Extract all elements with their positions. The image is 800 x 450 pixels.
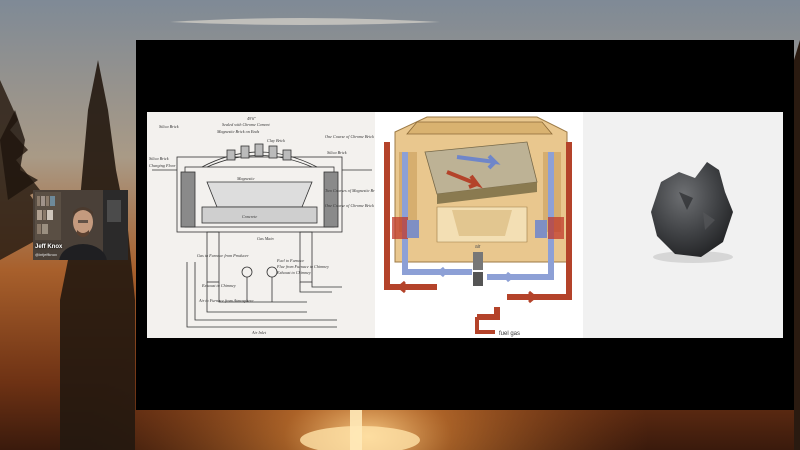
slide-panel: 49'6" Silica Brick Sealed with Chrome Ce… xyxy=(147,112,783,338)
label-clay-brick: Clay Brick xyxy=(267,138,285,143)
label-silica-brick-3: Silica Brick xyxy=(149,156,169,161)
label-fuel-gas: fuel gas xyxy=(499,331,520,337)
label-fuel-to-furnace: Fuel to Furnace xyxy=(276,258,304,263)
label-two-courses-magnesite: Two Courses of Magnesite Brick on Edge xyxy=(325,188,375,193)
label-silica-brick-2: Silica Brick xyxy=(327,150,347,155)
label-exhaust-chimney-1: Exhaust to Chimney xyxy=(201,283,236,288)
presenter-handle: @intjeffknox xyxy=(35,252,57,257)
label-flue-to-chimney: Flue from Furnace to Chimney xyxy=(276,264,329,269)
label-concrete: Concrete xyxy=(242,214,257,219)
label-gas-main: Gas Main xyxy=(257,236,274,241)
label-air: air xyxy=(475,244,481,250)
label-charging-floor: Charging Floor xyxy=(149,163,176,168)
dimension-label: 49'6" xyxy=(247,116,256,121)
label-gas-to-furnace: Gas to Furnace from Producer xyxy=(197,253,249,258)
rock-sample-photo xyxy=(583,112,783,338)
label-exhaust-chimney-2: Exhaust to Chimney xyxy=(276,270,311,275)
presenter-webcam: Jeff Knox @intjeffknox xyxy=(33,190,128,260)
webcam-video-frame xyxy=(33,190,128,260)
label-sealed-chrome: Sealed with Chrome Cement xyxy=(222,122,270,127)
label-one-course-chrome: One Course of Chrome Brick xyxy=(325,134,374,139)
label-magnesite-ends: Magnesite Brick on Ends xyxy=(216,129,260,134)
tree-silhouette-right xyxy=(794,40,800,450)
presenter-name: Jeff Knox xyxy=(35,244,63,250)
label-silica-brick-1: Silica Brick xyxy=(159,124,179,129)
label-air-inlet: Air Inlet xyxy=(251,330,267,335)
furnace-cross-section-drawing: 49'6" Silica Brick Sealed with Chrome Ce… xyxy=(147,112,375,338)
furnace-colored-illustration: air fuel gas xyxy=(377,112,579,338)
label-chrome-on-edge: One Course of Chrome Brick on Edge xyxy=(325,203,375,208)
rock-shape xyxy=(651,162,733,257)
label-magnesite: Magnesite xyxy=(236,176,255,181)
label-air-to-furnace: Air to Furnace from Atmosphere xyxy=(198,298,254,303)
